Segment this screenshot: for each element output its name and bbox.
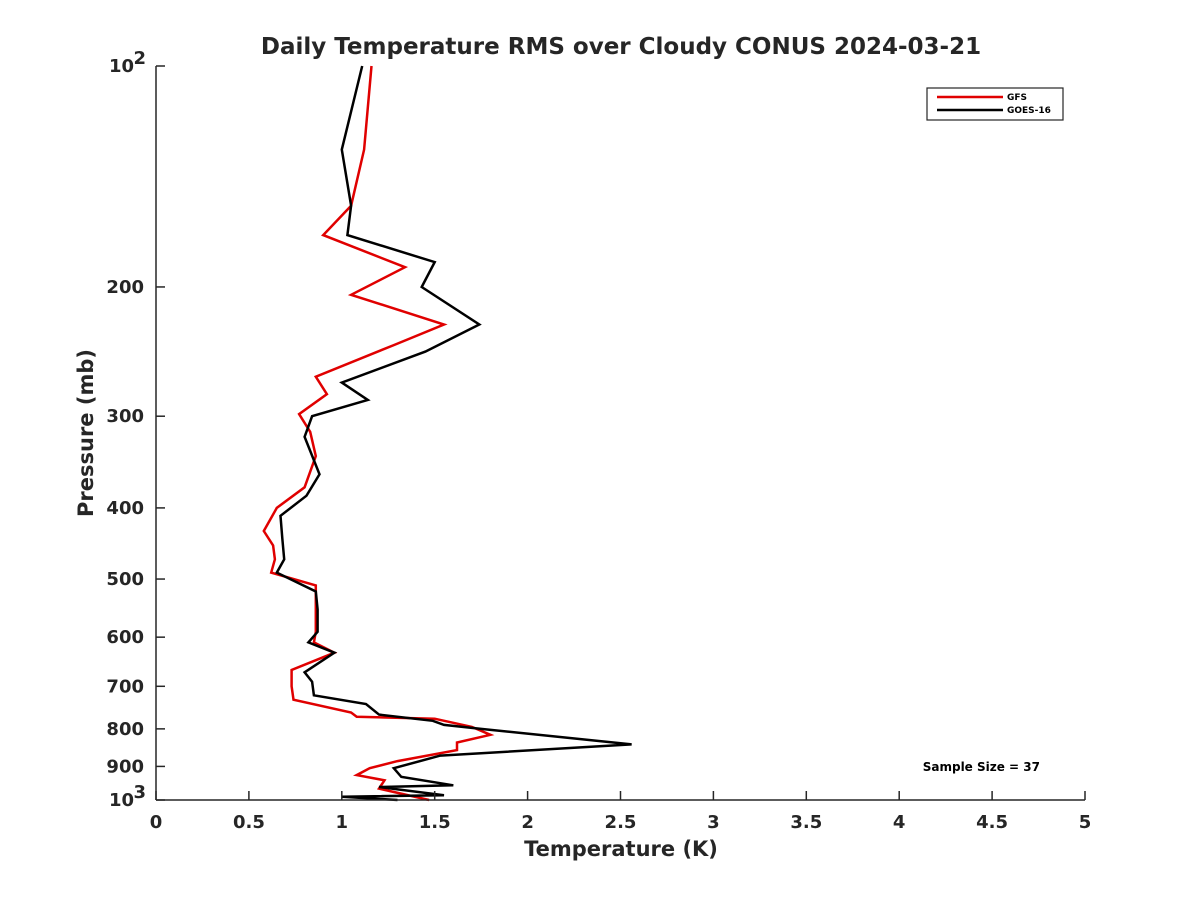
y-tick-label: 800 [106,719,144,740]
y-tick-label: 300 [106,406,144,427]
legend: GFS GOES-16 [926,87,1064,121]
series-line-goes-16 [275,65,632,802]
series-layer [262,65,632,802]
y-tick-label: 400 [106,498,144,519]
ticks-layer: 0 0.5 1 1.5 2 2.5 3 3.5 4 4.5 5 200 300 400 500 600 700 8… [106,48,1091,833]
x-tick-label: 4.5 [976,812,1008,833]
legend-entry-label: GOES-16 [1007,106,1051,116]
y-tick-label: 700 [106,676,144,697]
chart-title: Daily Temperature RMS over Cloudy CONUS … [261,34,981,60]
x-tick-label: 0.5 [233,812,265,833]
x-tick-label: 1.5 [419,812,451,833]
y-axis-label: Pressure (mb) [74,349,98,517]
x-tick-label: 0 [150,812,163,833]
y-decade-exponent: 2 [133,48,146,69]
y-decade-exponent: 3 [133,782,146,803]
x-tick-label: 2 [521,812,534,833]
y-tick-label: 600 [106,627,144,648]
x-axis-label: Temperature (K) [524,837,718,861]
x-tick-label: 2.5 [605,812,637,833]
x-tick-label: 3 [707,812,720,833]
legend-box [926,87,1064,121]
x-tick-label: 4 [893,812,906,833]
y-tick-label: 200 [106,277,144,298]
x-tick-label: 3.5 [790,812,822,833]
legend-entry-label: GFS [1007,93,1027,103]
x-tick-label: 1 [336,812,349,833]
x-tick-label: 5 [1079,812,1092,833]
y-tick-label: 500 [106,569,144,590]
sample-size-annotation: Sample Size = 37 [923,760,1040,774]
y-decade-tick-label: 10 [109,56,134,77]
y-decade-tick-label: 10 [109,790,134,811]
y-tick-label: 900 [106,756,144,777]
